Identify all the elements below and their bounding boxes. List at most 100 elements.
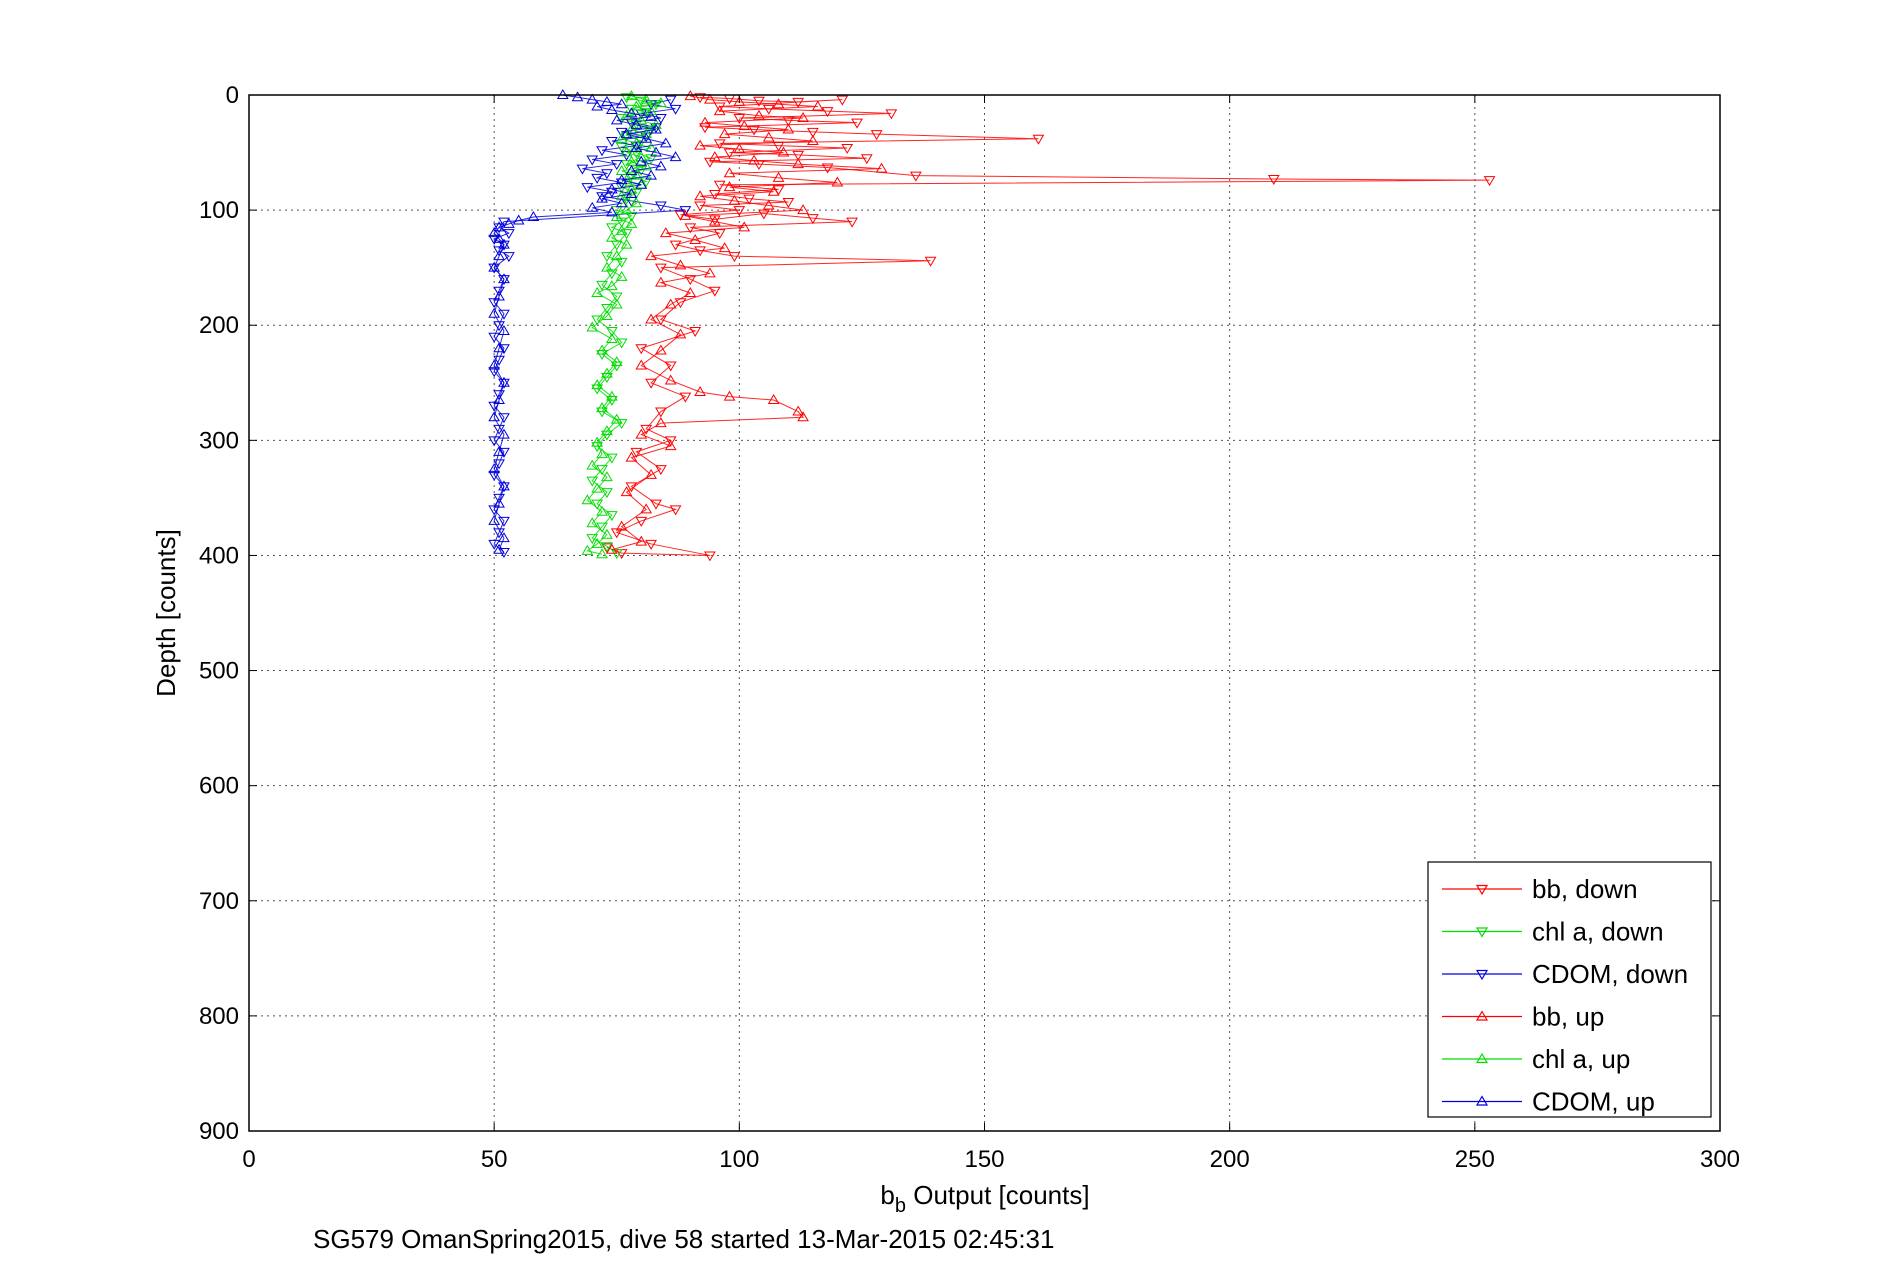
data-point [924, 256, 937, 267]
data-point [772, 98, 785, 109]
data-point [586, 201, 599, 212]
data-point [635, 151, 648, 162]
data-point [762, 131, 775, 142]
data-point [713, 102, 726, 113]
y-tick-label: 300 [199, 427, 239, 454]
data-point [792, 158, 805, 169]
data-point [704, 157, 716, 168]
data-point [655, 344, 667, 355]
data-point [605, 333, 618, 344]
data-point [493, 286, 505, 297]
data-point [723, 148, 736, 159]
data-point [679, 392, 692, 403]
data-point [630, 447, 643, 458]
data-point [1267, 175, 1280, 186]
data-point [860, 154, 873, 165]
data-point [807, 135, 819, 146]
data-point [630, 118, 643, 129]
data-point [655, 263, 667, 274]
data-point [738, 120, 751, 131]
data-point [615, 270, 628, 281]
data-point [498, 428, 510, 439]
data-point [733, 206, 746, 217]
series-layer [488, 89, 1496, 562]
data-point [664, 361, 677, 372]
data-point [620, 204, 633, 215]
data-point [601, 303, 613, 314]
data-point [699, 123, 711, 134]
data-point [610, 528, 623, 539]
data-point [620, 486, 633, 497]
data-point [645, 468, 657, 479]
data-point [610, 413, 623, 424]
x-axis-label: bb Output [counts] [880, 1180, 1089, 1217]
data-point [630, 141, 643, 152]
data-point [782, 198, 795, 209]
data-point [797, 411, 809, 422]
y-tick-label: 600 [199, 773, 239, 800]
data-point [488, 261, 501, 272]
data-point [689, 234, 702, 245]
data-point [841, 143, 854, 154]
legend-entry-label: CDOM, down [1532, 959, 1688, 989]
data-point [488, 463, 501, 474]
data-point [498, 344, 510, 355]
legend-entry-label: CDOM, up [1532, 1087, 1655, 1117]
data-point [821, 107, 834, 118]
y-tick-label: 400 [199, 542, 239, 569]
legend-marker [1475, 927, 1489, 938]
data-point [498, 532, 510, 543]
data-point [664, 436, 677, 447]
data-point [1483, 176, 1496, 187]
data-point [669, 104, 682, 115]
legend-marker [1475, 884, 1489, 896]
data-point [659, 227, 672, 238]
data-point [807, 127, 819, 138]
data-point [635, 165, 648, 176]
data-point [488, 332, 501, 343]
data-point [640, 93, 653, 104]
data-point [503, 229, 515, 240]
data-point [718, 128, 731, 139]
data-point [488, 263, 501, 274]
data-point [635, 96, 648, 107]
data-point [733, 95, 746, 106]
data-point [605, 137, 618, 148]
data-point [586, 476, 599, 487]
data-point [591, 100, 604, 111]
data-point [615, 338, 628, 349]
series-line [611, 95, 882, 551]
data-point [807, 214, 819, 225]
data-point [610, 160, 623, 171]
data-point [586, 459, 599, 470]
data-point [493, 223, 505, 234]
data-point [493, 221, 505, 232]
data-point [733, 114, 746, 125]
data-point [630, 197, 643, 208]
data-point [713, 139, 726, 150]
data-point [498, 482, 510, 493]
data-point [488, 470, 501, 481]
data-point [591, 499, 604, 510]
data-point [498, 516, 510, 527]
data-point [605, 223, 618, 234]
x-tick-label: 250 [1455, 1146, 1495, 1173]
data-point [743, 194, 756, 205]
data-point [586, 93, 599, 104]
data-point [645, 105, 657, 116]
data-point [645, 378, 657, 389]
data-point [591, 537, 604, 548]
data-point [635, 359, 648, 370]
data-point [610, 356, 623, 367]
data-point [493, 250, 505, 261]
data-point [488, 401, 501, 412]
data-point [699, 116, 711, 127]
legend-marker [1475, 1095, 1489, 1106]
data-point [601, 169, 613, 180]
legend-entry-label: bb, down [1532, 874, 1638, 904]
data-point [870, 130, 883, 141]
data-point [605, 390, 618, 401]
data-point [733, 143, 746, 154]
data-point [708, 286, 721, 297]
data-point [640, 503, 653, 514]
